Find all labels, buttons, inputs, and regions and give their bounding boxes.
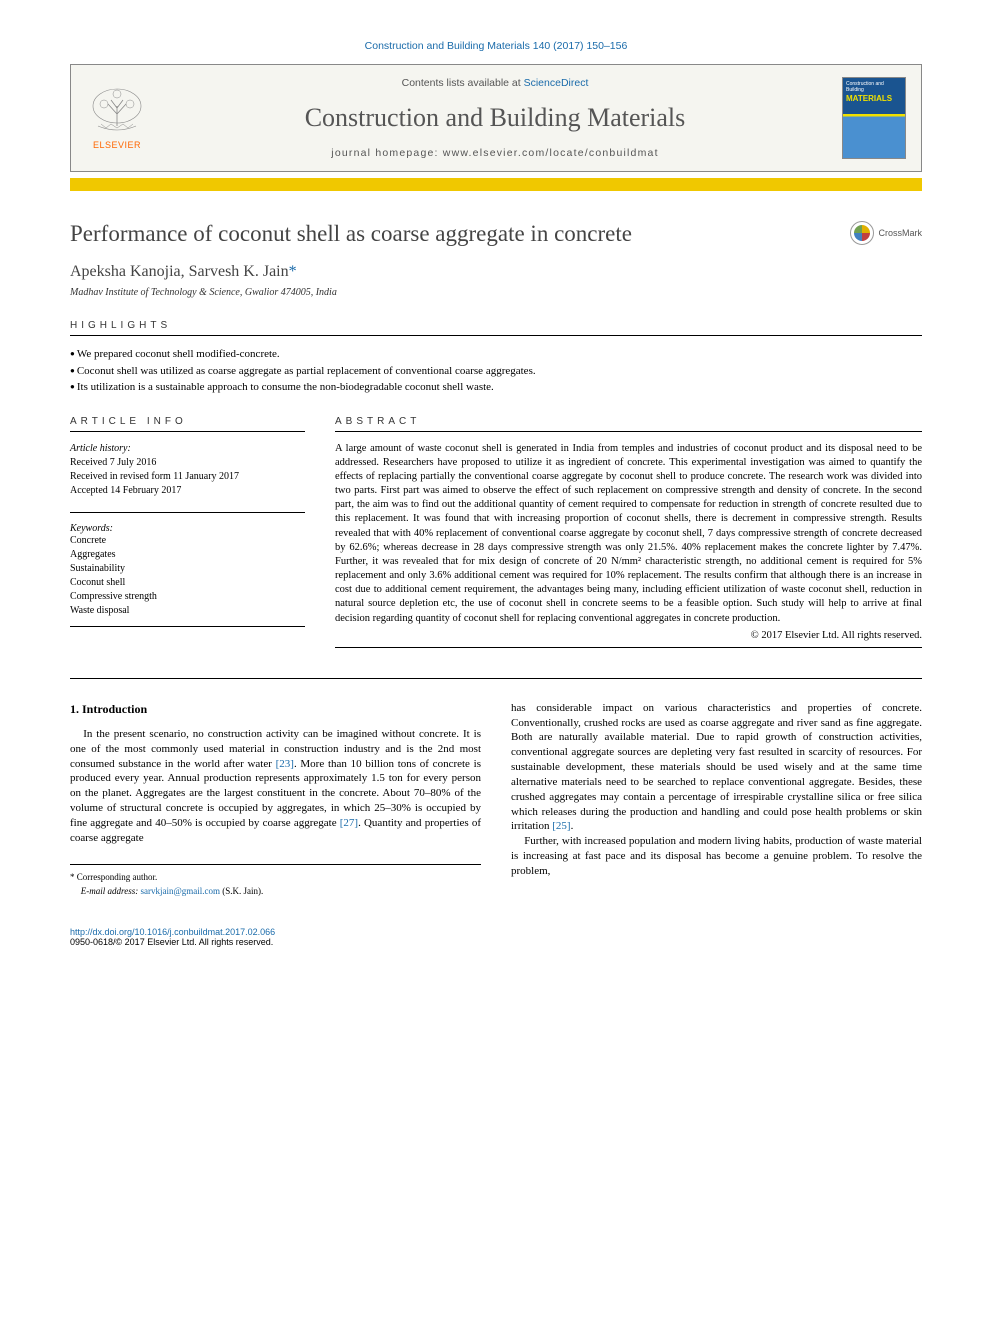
section-divider: [70, 678, 922, 679]
homepage-prefix: journal homepage:: [331, 147, 443, 159]
divider: [70, 431, 305, 432]
keywords-block: Keywords: Concrete Aggregates Sustainabi…: [70, 523, 305, 618]
affiliation: Madhav Institute of Technology & Science…: [70, 287, 922, 298]
divider: [335, 431, 922, 432]
ref-link[interactable]: [25]: [552, 820, 570, 832]
yellow-divider-bar: [70, 178, 922, 191]
abstract-text: A large amount of waste coconut shell is…: [335, 442, 922, 626]
issn-copyright: 0950-0618/© 2017 Elsevier Ltd. All right…: [70, 937, 922, 947]
intro-heading: 1. Introduction: [70, 701, 481, 717]
contents-prefix: Contents lists available at: [402, 77, 524, 89]
email-line: E-mail address: sarvkjain@gmail.com (S.K…: [70, 885, 481, 897]
abstract-label: abstract: [335, 416, 922, 427]
elsevier-tree-icon: [86, 86, 148, 138]
highlight-item: We prepared coconut shell modified-concr…: [70, 346, 922, 363]
divider: [335, 647, 922, 648]
highlights-list: We prepared coconut shell modified-concr…: [70, 346, 922, 396]
divider: [70, 512, 305, 513]
contents-line: Contents lists available at ScienceDirec…: [163, 77, 827, 89]
keyword: Waste disposal: [70, 604, 305, 618]
citation-line: Construction and Building Materials 140 …: [70, 40, 922, 52]
accepted-date: Accepted 14 February 2017: [70, 484, 305, 498]
keywords-label: Keywords:: [70, 523, 305, 534]
intro-paragraph-3: Further, with increased population and m…: [511, 834, 922, 879]
introduction-section: 1. Introduction In the present scenario,…: [70, 701, 922, 897]
divider: [70, 626, 305, 627]
corresponding-marker: *: [289, 263, 297, 280]
highlight-item: Its utilization is a sustainable approac…: [70, 379, 922, 396]
authors-text: Apeksha Kanojia, Sarvesh K. Jain: [70, 263, 289, 280]
corresponding-footer: * Corresponding author. E-mail address: …: [70, 864, 481, 897]
ref-link[interactable]: [23]: [276, 758, 294, 770]
crossmark-badge[interactable]: CrossMark: [850, 221, 922, 245]
highlights-label: highlights: [70, 320, 922, 331]
sciencedirect-link[interactable]: ScienceDirect: [524, 77, 589, 89]
keyword: Concrete: [70, 534, 305, 548]
ref-link[interactable]: [27]: [340, 817, 358, 829]
keyword: Compressive strength: [70, 590, 305, 604]
journal-name: Construction and Building Materials: [163, 103, 827, 133]
cover-logo-text: MATERIALS: [846, 95, 902, 104]
doi-link[interactable]: http://dx.doi.org/10.1016/j.conbuildmat.…: [70, 927, 275, 937]
authors-line: Apeksha Kanojia, Sarvesh K. Jain*: [70, 263, 922, 281]
header-center: Contents lists available at ScienceDirec…: [163, 77, 827, 159]
copyright-line: © 2017 Elsevier Ltd. All rights reserved…: [335, 630, 922, 641]
article-info-label: article info: [70, 416, 305, 427]
crossmark-label: CrossMark: [878, 228, 922, 238]
cover-top-text: Construction and Building: [846, 82, 902, 93]
journal-cover-thumb: Construction and Building MATERIALS: [842, 77, 906, 159]
intro-paragraph-1: In the present scenario, no construction…: [70, 727, 481, 846]
keyword: Sustainability: [70, 562, 305, 576]
elsevier-logo: ELSEVIER: [86, 83, 148, 153]
email-link[interactable]: sarvkjain@gmail.com: [140, 886, 220, 896]
revised-date: Received in revised form 11 January 2017: [70, 470, 305, 484]
homepage-url[interactable]: www.elsevier.com/locate/conbuildmat: [443, 147, 659, 159]
keyword: Aggregates: [70, 548, 305, 562]
crossmark-icon: [850, 221, 874, 245]
history-label: Article history:: [70, 442, 305, 456]
article-title: Performance of coconut shell as coarse a…: [70, 221, 632, 247]
homepage-line: journal homepage: www.elsevier.com/locat…: [163, 147, 827, 159]
corr-note: * Corresponding author.: [70, 871, 481, 883]
highlight-item: Coconut shell was utilized as coarse agg…: [70, 363, 922, 380]
intro-paragraph-2: has considerable impact on various chara…: [511, 701, 922, 835]
article-history: Article history: Received 7 July 2016 Re…: [70, 442, 305, 498]
elsevier-text: ELSEVIER: [93, 140, 141, 150]
journal-header: ELSEVIER Contents lists available at Sci…: [70, 64, 922, 172]
keyword: Coconut shell: [70, 576, 305, 590]
divider: [70, 335, 922, 336]
received-date: Received 7 July 2016: [70, 456, 305, 470]
doi-block: http://dx.doi.org/10.1016/j.conbuildmat.…: [70, 927, 922, 947]
